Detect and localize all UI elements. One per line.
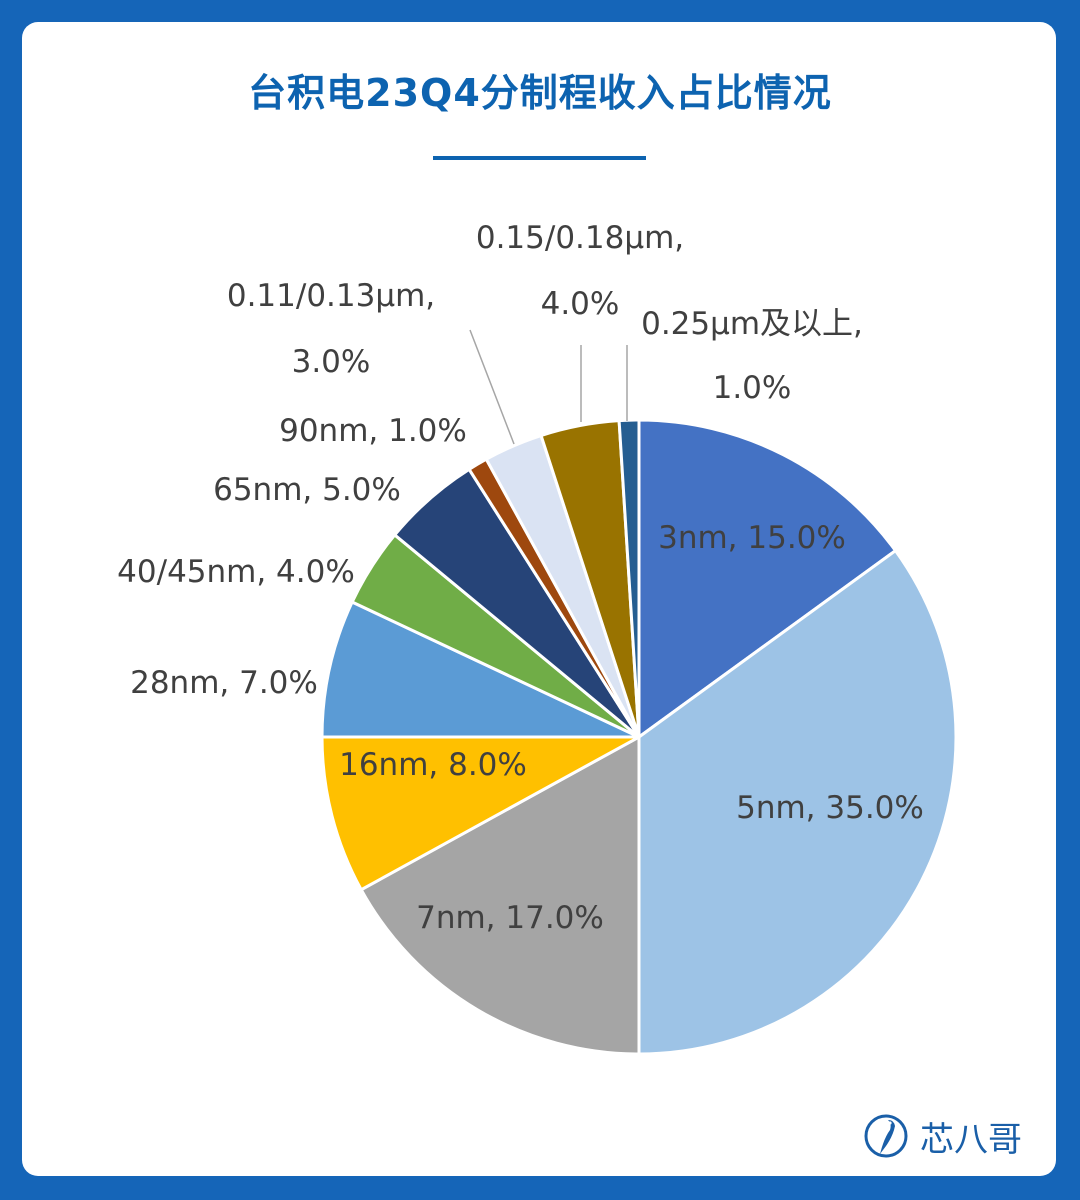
pie-slice-28nm [320, 600, 640, 739]
title-underline [433, 156, 646, 160]
slice-label: 3nm, 15.0% [658, 520, 846, 556]
slice-label: 28nm, 7.0% [130, 665, 318, 701]
slice-label: 7nm, 17.0% [416, 900, 604, 936]
pie-slice-7nm [359, 734, 641, 1056]
pie-slice-5nm [637, 548, 958, 1056]
pie-slice-16nm [320, 735, 640, 892]
slice-label: 0.25µm及以上, 1.0% [641, 306, 863, 406]
pie-slices [320, 418, 958, 1056]
slice-label: 40/45nm, 4.0% [117, 554, 355, 590]
leader-lines [469, 329, 628, 445]
pie-slice-0.25µm及以上 [617, 418, 641, 738]
slice-label: 16nm, 8.0% [339, 747, 527, 783]
slice-label: 5nm, 35.0% [736, 790, 924, 826]
slice-labels: 3nm, 15.0% 5nm, 35.0% 7nm, 17.0% 16nm, 8.0%… [117, 220, 924, 936]
pie-slice-3nm [637, 418, 898, 740]
heron-logo-icon [864, 1114, 908, 1158]
brand-logo: 芯八哥 [862, 1108, 1032, 1164]
slice-label: 65nm, 5.0% [213, 472, 401, 508]
slice-label: 0.15/0.18µm, 4.0% [476, 220, 684, 322]
chart-title: 台积电23Q4分制程收入占比情况 [248, 71, 832, 115]
slice-label: 90nm, 1.0% [279, 413, 467, 449]
brand-name: 芯八哥 [920, 1120, 1022, 1160]
slice-label: 0.11/0.13µm, 3.0% [227, 278, 435, 380]
leader-line [469, 329, 515, 445]
